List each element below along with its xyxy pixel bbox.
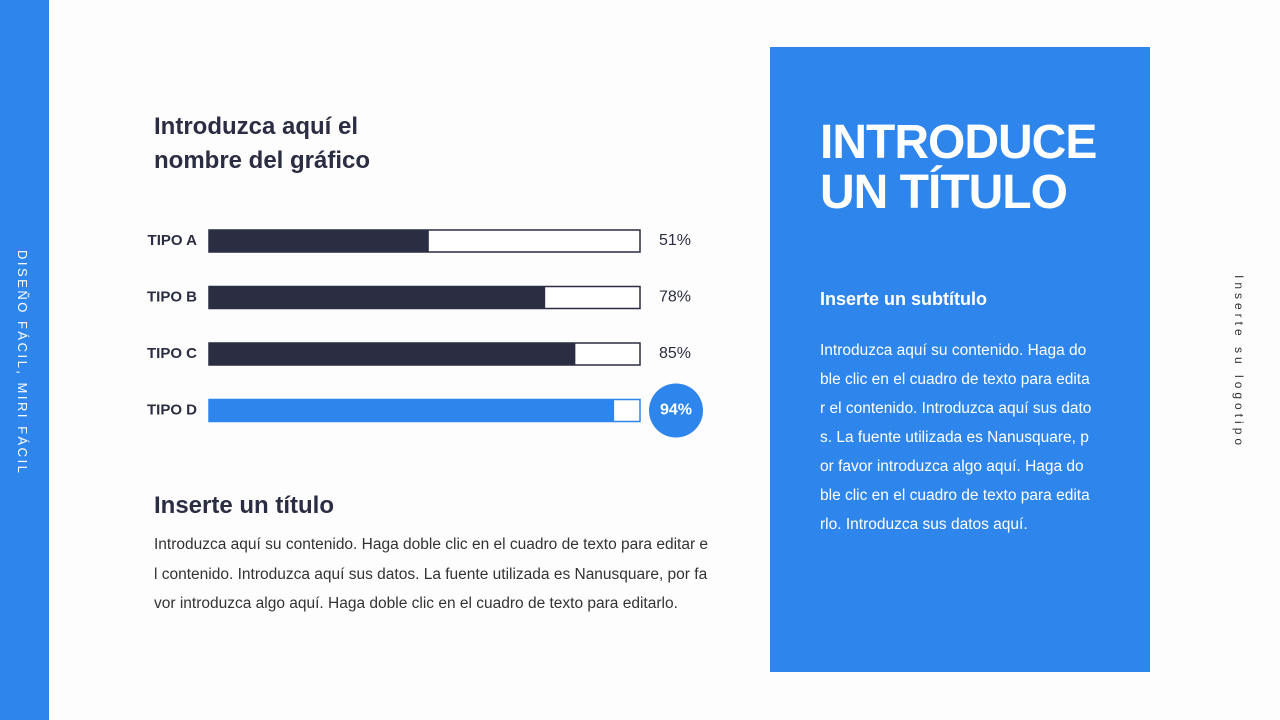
value-label: 94% [660, 402, 692, 419]
side-strip [0, 0, 49, 720]
body-text: Introduzca aquí su contenido. Haga doble… [154, 536, 709, 612]
panel-title: INTRODUCE UN TÍTULO [820, 116, 1097, 219]
value-label: 78% [659, 289, 691, 306]
category-label: TIPO A [148, 232, 198, 249]
value-label: 85% [659, 345, 691, 362]
bar [209, 230, 429, 252]
chart-title: Introduzca aquí el nombre del gráfico [154, 113, 371, 174]
panel-subtitle: Inserte un subtítulo [820, 289, 988, 309]
category-label: TIPO C [147, 345, 197, 362]
panel-text: Introduzca aquí su contenido. Haga doble… [820, 342, 1092, 533]
logo-label: Inserte su logotipo [1232, 275, 1246, 450]
chart: TIPO A 51% TIPO B 78% TIPO C 85% TIPO D 94% [147, 229, 703, 438]
panel-title-line: INTRODUCE [820, 116, 1097, 169]
bar [209, 343, 576, 365]
category-label: TIPO D [147, 401, 197, 418]
category-label: TIPO B [147, 288, 197, 305]
bar [209, 286, 546, 309]
bar [209, 399, 615, 422]
value-label: 51% [659, 232, 691, 249]
value-badge [649, 383, 703, 438]
body-title: Inserte un título [154, 492, 334, 519]
side-label: DISEÑO FÁCIL, MIRI FÁCIL [15, 250, 30, 476]
panel-title-line: UN TÍTULO [820, 166, 1068, 219]
panel [770, 47, 1150, 672]
